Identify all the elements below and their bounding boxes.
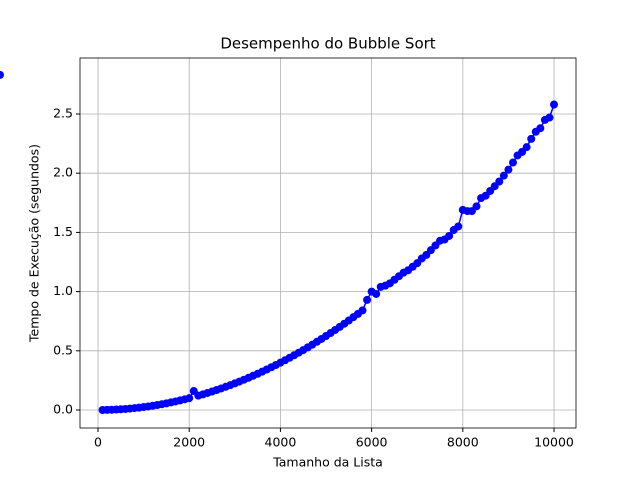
x-axis-label: Tamanho da Lista (272, 455, 383, 470)
data-point (363, 295, 372, 304)
data-point (185, 394, 194, 403)
series-line (102, 104, 555, 411)
data-point (536, 124, 545, 133)
x-tick-label: 10000 (534, 435, 574, 450)
x-tick-label: 0 (94, 435, 102, 450)
y-tick-label: 0.0 (53, 402, 73, 417)
data-point (495, 177, 504, 186)
data-point (445, 231, 454, 240)
data-point (527, 134, 536, 143)
y-tick-label: 1.0 (53, 283, 73, 298)
data-point (372, 289, 381, 298)
x-tick-label: 2000 (173, 435, 205, 450)
y-tick-label: 1.5 (53, 224, 73, 239)
data-point (504, 165, 513, 174)
data-point (522, 143, 531, 152)
y-tick-label: 2.0 (53, 165, 73, 180)
data-point (508, 158, 517, 167)
data-point (550, 100, 559, 109)
plot-frame (79, 57, 577, 429)
x-tick-label: 4000 (265, 435, 297, 450)
data-point (472, 202, 481, 211)
y-tick-label: 0.5 (53, 342, 73, 357)
y-tick-label: 2.5 (53, 106, 73, 121)
chart-title: Desempenho do Bubble Sort (220, 35, 435, 53)
y-axis-label: Tempo de Execução (segundos) (27, 144, 42, 343)
data-point (0, 70, 4, 79)
data-point (499, 171, 508, 180)
data-point (358, 306, 367, 315)
x-tick-label: 8000 (447, 435, 479, 450)
data-point (545, 113, 554, 122)
data-point (454, 222, 463, 231)
x-tick-label: 6000 (356, 435, 388, 450)
